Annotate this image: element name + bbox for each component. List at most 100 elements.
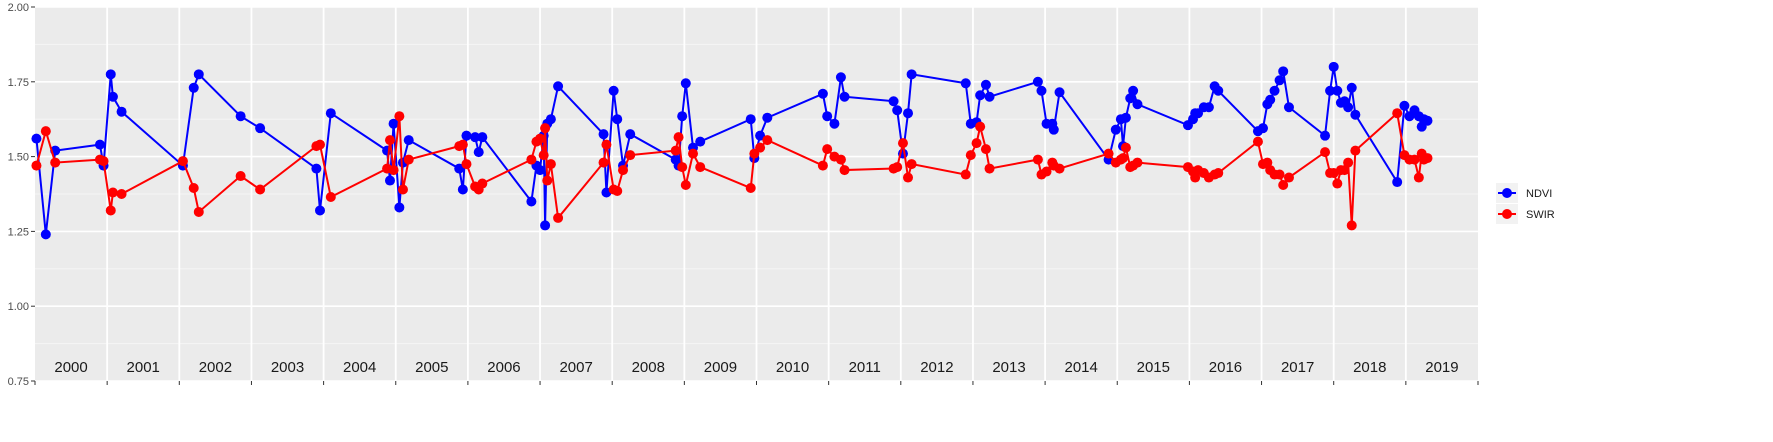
data-point xyxy=(1278,66,1289,77)
grid-lines xyxy=(35,6,1478,382)
data-point xyxy=(397,184,408,195)
data-point xyxy=(116,189,127,199)
data-point xyxy=(1120,112,1131,123)
data-point xyxy=(1213,168,1224,179)
data-point xyxy=(1032,76,1043,87)
legend-key-point xyxy=(1502,209,1512,219)
data-point xyxy=(762,112,773,123)
year-label: 2017 xyxy=(1281,359,1314,376)
data-point xyxy=(553,81,564,92)
data-point xyxy=(822,111,833,122)
y-tick-label: 1.50 xyxy=(8,152,29,164)
year-label: 2016 xyxy=(1209,359,1242,376)
data-point xyxy=(1350,109,1361,120)
data-point xyxy=(835,154,846,165)
data-point xyxy=(105,69,116,80)
y-tick-label: 1.00 xyxy=(8,301,29,313)
data-point xyxy=(1332,178,1343,189)
data-point xyxy=(50,157,61,168)
year-label: 2009 xyxy=(704,359,737,376)
data-point xyxy=(1320,147,1331,158)
data-point xyxy=(755,130,766,141)
legend-label: NDVI xyxy=(1526,188,1552,200)
year-labels: 2000 2001 2002 2003 2004 2005 2006 2007 2008 2009… xyxy=(54,359,1458,376)
data-point xyxy=(598,129,609,140)
data-point xyxy=(688,148,699,159)
data-point xyxy=(903,108,914,119)
data-point xyxy=(906,69,917,80)
data-point xyxy=(1320,130,1331,141)
data-point xyxy=(817,160,828,171)
data-point xyxy=(1413,172,1424,183)
data-point xyxy=(822,144,833,155)
data-point xyxy=(680,180,691,191)
data-point xyxy=(31,133,42,144)
data-point xyxy=(540,123,551,134)
data-point xyxy=(892,105,903,116)
data-point xyxy=(40,126,51,137)
data-point xyxy=(235,111,246,122)
data-point xyxy=(980,79,991,90)
data-point xyxy=(94,139,105,150)
data-point xyxy=(612,186,623,197)
data-point xyxy=(680,78,691,89)
data-point xyxy=(888,96,899,107)
data-point xyxy=(670,145,681,156)
data-point xyxy=(829,118,840,129)
data-point xyxy=(1350,145,1361,156)
year-label: 2014 xyxy=(1064,359,1097,376)
data-point xyxy=(470,132,481,143)
data-point xyxy=(394,111,405,122)
data-point xyxy=(1132,157,1143,168)
year-label: 2004 xyxy=(343,359,376,376)
year-label: 2010 xyxy=(776,359,809,376)
data-point xyxy=(461,159,472,170)
data-point xyxy=(540,220,551,231)
data-point xyxy=(98,156,109,167)
year-label: 2019 xyxy=(1425,359,1458,376)
data-point xyxy=(193,206,204,217)
data-point xyxy=(1118,153,1129,164)
data-point xyxy=(1110,124,1121,135)
data-point xyxy=(1332,85,1343,96)
data-point xyxy=(116,106,127,117)
data-point xyxy=(984,91,995,102)
data-point xyxy=(1283,102,1294,113)
data-point xyxy=(960,169,971,180)
data-point xyxy=(384,135,395,146)
y-tick-label: 1.25 xyxy=(8,226,29,238)
y-tick-label: 2.00 xyxy=(8,2,29,14)
year-label: 2018 xyxy=(1353,359,1386,376)
data-point xyxy=(1054,163,1065,174)
y-tick-label: 1.75 xyxy=(8,77,29,89)
data-point xyxy=(461,130,472,141)
data-point xyxy=(235,171,246,182)
data-point xyxy=(1048,124,1059,135)
data-point xyxy=(1409,154,1420,165)
data-point xyxy=(625,150,636,161)
data-point xyxy=(971,138,982,149)
year-label: 2000 xyxy=(54,359,87,376)
series-ndvi xyxy=(31,61,1433,240)
data-point xyxy=(403,154,414,165)
data-point xyxy=(1041,166,1052,177)
data-point xyxy=(817,88,828,99)
data-point xyxy=(745,114,756,125)
data-point xyxy=(903,172,914,183)
data-point xyxy=(1269,85,1280,96)
data-point xyxy=(960,78,971,89)
data-point xyxy=(1325,85,1336,96)
data-point xyxy=(1252,136,1263,147)
data-point xyxy=(1343,102,1354,113)
data-point xyxy=(601,139,612,150)
data-point xyxy=(695,162,706,173)
data-point xyxy=(612,114,623,125)
legend-key-point xyxy=(1502,188,1512,198)
data-point xyxy=(545,114,556,125)
data-point xyxy=(1274,169,1285,180)
data-point xyxy=(745,183,756,194)
data-point xyxy=(1054,87,1065,98)
data-point xyxy=(1120,142,1131,153)
data-point xyxy=(384,175,395,186)
